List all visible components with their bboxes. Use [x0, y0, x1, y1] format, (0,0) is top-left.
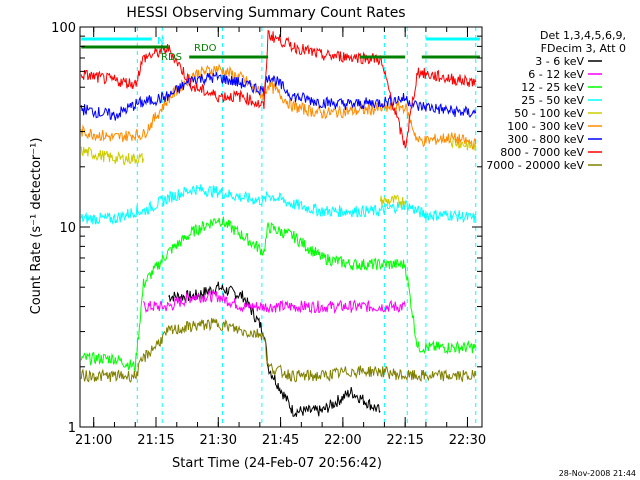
x-axis-label: Start Time (24-Feb-07 20:56:42)	[172, 456, 382, 471]
series-2-trace-0	[80, 216, 477, 373]
x-tick-label-5: 22:15	[386, 433, 423, 448]
series-8	[80, 317, 477, 383]
series-6-trace-0	[80, 72, 477, 121]
series-4-trace-1	[379, 194, 406, 209]
chart-title: HESSI Observing Summary Count Rates	[126, 5, 405, 21]
legend-label-4: 50 - 100 keV	[514, 107, 584, 120]
legend-header-line-2: FDecim 3, Att 0	[541, 42, 626, 55]
x-tick-label-1: 21:15	[137, 433, 174, 448]
legend-label-3: 25 - 50 keV	[521, 94, 584, 107]
x-tick-label-3: 21:45	[262, 433, 299, 448]
legend-header-line-1: Det 1,3,4,5,6,9,	[540, 29, 626, 42]
legend-label-5: 100 - 300 keV	[507, 120, 584, 133]
series-0-trace-0	[168, 281, 381, 417]
series-3	[80, 184, 477, 226]
series-8-trace-0	[80, 317, 477, 383]
flag-label-rds: RDS	[161, 52, 182, 63]
flag-label-rdo: RDO	[194, 43, 217, 54]
flag-label-n: N	[157, 36, 164, 47]
series-3-trace-0	[80, 184, 477, 226]
x-tick-label-6: 22:30	[449, 433, 486, 448]
y-axis-label: Count Rate (s⁻¹ detector⁻¹)	[29, 138, 44, 315]
series-layer	[80, 27, 477, 427]
series-7	[80, 29, 477, 150]
legend-label-1: 6 - 12 keV	[528, 68, 584, 81]
series-1	[143, 289, 406, 315]
y-tick-label-0: 1	[68, 421, 76, 436]
x-tick-label-2: 21:30	[200, 433, 237, 448]
series-2	[80, 216, 477, 373]
legend-label-2: 12 - 25 keV	[521, 81, 584, 94]
series-5-trace-0	[80, 63, 477, 150]
y-tick-label-2: 100	[51, 21, 76, 36]
legend-label-7: 800 - 7000 keV	[500, 146, 584, 159]
y-tick-label-1: 10	[59, 221, 76, 236]
footer-date: 28-Nov-2008 21:44	[559, 469, 636, 478]
series-1-trace-0	[143, 289, 406, 315]
series-7-trace-0	[80, 29, 477, 150]
axes-layer: 1 10 100 21:00 21:15 21:30 21:45 22:00 22:15 22:3…	[51, 21, 486, 448]
legend: Det 1,3,4,5,6,9, FDecim 3, Att 0 3 - 6 k…	[486, 29, 626, 172]
series-5	[80, 63, 477, 150]
x-tick-label-4: 22:00	[324, 433, 361, 448]
series-6	[80, 72, 477, 121]
x-tick-label-0: 21:00	[75, 433, 112, 448]
legend-label-0: 3 - 6 keV	[535, 55, 584, 68]
series-4-trace-0	[80, 146, 144, 166]
legend-label-8: 7000 - 20000 keV	[486, 159, 584, 172]
legend-label-6: 300 - 800 keV	[507, 133, 584, 146]
flags-layer: N RDS RDO	[81, 36, 480, 63]
series-0	[168, 281, 381, 417]
